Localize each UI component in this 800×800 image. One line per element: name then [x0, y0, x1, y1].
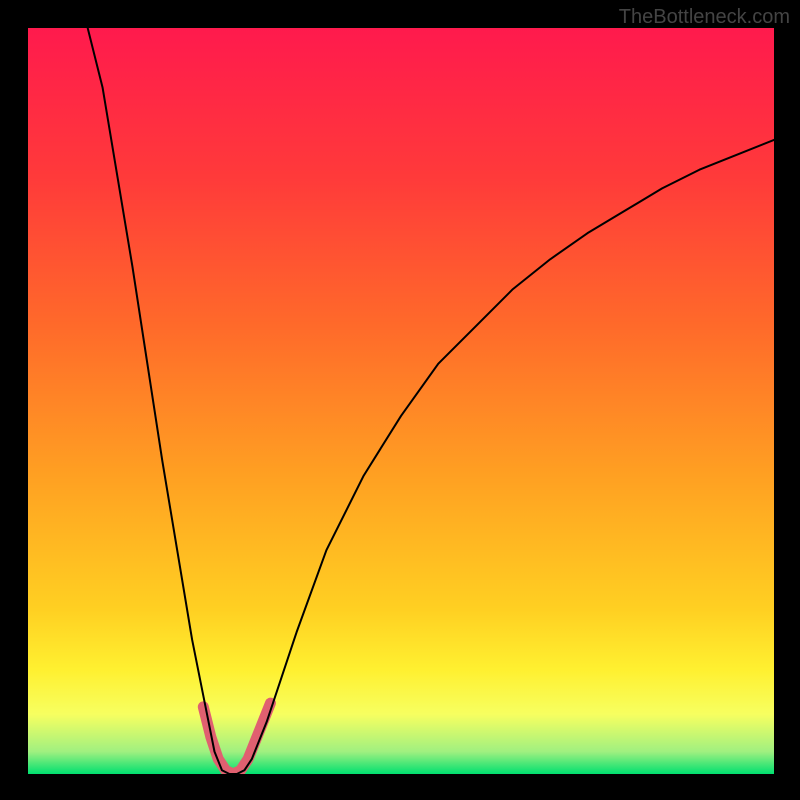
bottleneck-curve — [88, 28, 774, 774]
chart-svg — [28, 28, 774, 774]
watermark-text: TheBottleneck.com — [619, 6, 790, 29]
chart-plot-area — [28, 28, 774, 774]
